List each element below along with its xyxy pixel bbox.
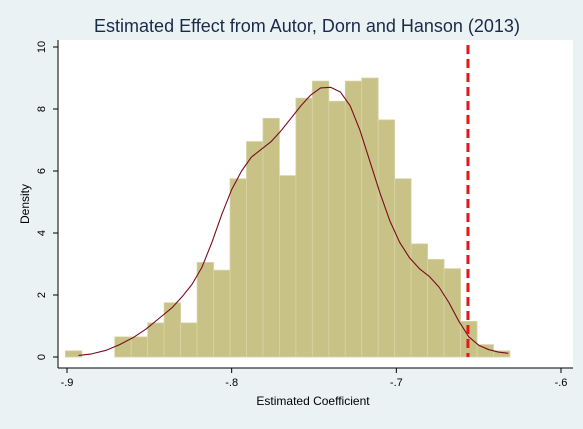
y-tick-label: 4 (36, 230, 48, 236)
histogram-bar (295, 97, 313, 358)
x-tick-label: -.9 (61, 377, 74, 389)
y-axis-label: Density (18, 184, 32, 224)
density-curve-layer (78, 86, 509, 356)
histogram-bar (328, 100, 346, 358)
y-tick-label: 0 (36, 354, 48, 360)
bars-layer (64, 77, 511, 358)
histogram-bar (180, 322, 198, 358)
histogram-bar (311, 80, 330, 358)
x-tick-label: -.7 (390, 377, 403, 389)
histogram-bar (196, 262, 214, 358)
histogram-bar (262, 117, 280, 358)
histogram-bar (394, 178, 412, 358)
chart-title: Estimated Effect from Autor, Dorn and Ha… (94, 16, 520, 36)
x-axis-label: Estimated Coefficient (256, 394, 370, 408)
y-tick-label: 6 (36, 168, 48, 174)
y-tick-label: 10 (36, 41, 48, 53)
y-tick-label: 8 (36, 106, 48, 112)
histogram-bar (344, 80, 363, 358)
y-ticks: 0 2 4 6 8 10 (36, 41, 58, 360)
histogram-bar (229, 178, 247, 358)
axes-layer (57, 40, 573, 369)
histogram-bar (147, 322, 165, 358)
histogram-bar (163, 302, 182, 358)
histogram-bar (476, 344, 494, 358)
histogram-bar (410, 243, 429, 358)
histogram-bar (279, 175, 297, 358)
density-curve (78, 86, 509, 356)
histogram-bar (213, 269, 231, 358)
x-ticks: -.9 -.8 -.7 -.6 (61, 368, 568, 389)
x-tick-label: -.8 (225, 377, 238, 389)
histogram-bar (130, 336, 149, 358)
histogram-bar (246, 141, 264, 358)
histogram-bar (64, 350, 83, 358)
histogram-bar (427, 258, 445, 358)
histogram-bar (493, 350, 511, 358)
x-tick-label: -.6 (555, 377, 568, 389)
y-tick-label: 2 (36, 292, 48, 298)
histogram-bar (443, 268, 461, 358)
histogram-bar (377, 119, 396, 358)
histogram-bar (361, 77, 379, 358)
